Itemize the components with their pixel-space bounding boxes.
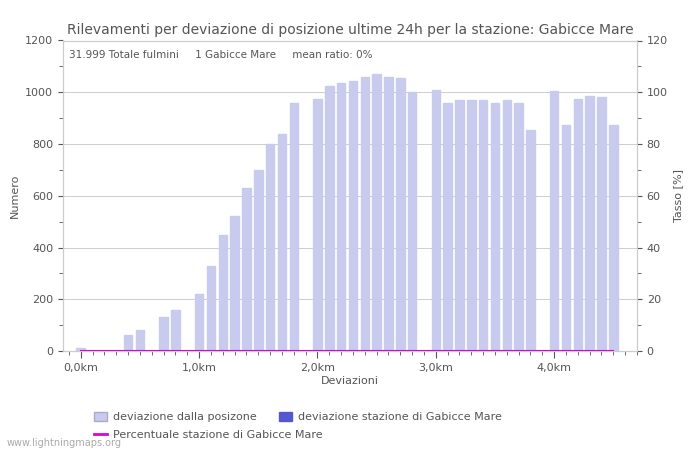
Bar	[609, 125, 617, 351]
Bar	[313, 99, 322, 351]
Bar	[360, 76, 369, 351]
Bar	[503, 100, 511, 351]
Bar	[325, 86, 333, 351]
Bar	[254, 170, 262, 351]
Bar	[479, 100, 487, 351]
Bar	[76, 348, 85, 351]
Bar	[408, 92, 416, 351]
Bar	[514, 103, 523, 351]
Bar	[431, 90, 440, 351]
Y-axis label: Numero: Numero	[10, 174, 20, 218]
Bar	[455, 100, 463, 351]
Bar	[349, 81, 357, 351]
Bar	[585, 96, 594, 351]
Bar	[278, 134, 286, 351]
Bar	[372, 74, 381, 351]
Bar	[384, 76, 393, 351]
Bar	[172, 310, 180, 351]
Bar	[573, 99, 582, 351]
Y-axis label: Tasso [%]: Tasso [%]	[673, 169, 683, 222]
Text: www.lightningmaps.org: www.lightningmaps.org	[7, 438, 122, 448]
Text: 31.999 Totale fulmini     1 Gabicce Mare     mean ratio: 0%: 31.999 Totale fulmini 1 Gabicce Mare mea…	[69, 50, 372, 60]
Bar	[160, 317, 168, 351]
Bar	[136, 330, 144, 351]
Bar	[550, 91, 559, 351]
Legend: deviazione dalla posizone, deviazione stazione di Gabicce Mare: deviazione dalla posizone, deviazione st…	[90, 407, 506, 427]
Bar	[597, 97, 606, 351]
Bar	[195, 294, 204, 351]
Bar	[396, 78, 405, 351]
Bar	[266, 144, 274, 351]
Legend: Percentuale stazione di Gabicce Mare: Percentuale stazione di Gabicce Mare	[90, 426, 327, 445]
Bar	[218, 234, 227, 351]
Bar	[124, 336, 132, 351]
Bar	[337, 83, 345, 351]
Bar	[443, 103, 452, 351]
Bar	[290, 103, 298, 351]
Bar	[242, 188, 251, 351]
Bar	[206, 266, 215, 351]
Bar	[561, 125, 570, 351]
Bar	[491, 103, 499, 351]
Bar	[230, 216, 239, 351]
X-axis label: Deviazioni: Deviazioni	[321, 376, 379, 386]
Bar	[467, 100, 475, 351]
Title: Rilevamenti per deviazione di posizione ultime 24h per la stazione: Gabicce Mare: Rilevamenti per deviazione di posizione …	[66, 22, 634, 36]
Bar	[526, 130, 535, 351]
